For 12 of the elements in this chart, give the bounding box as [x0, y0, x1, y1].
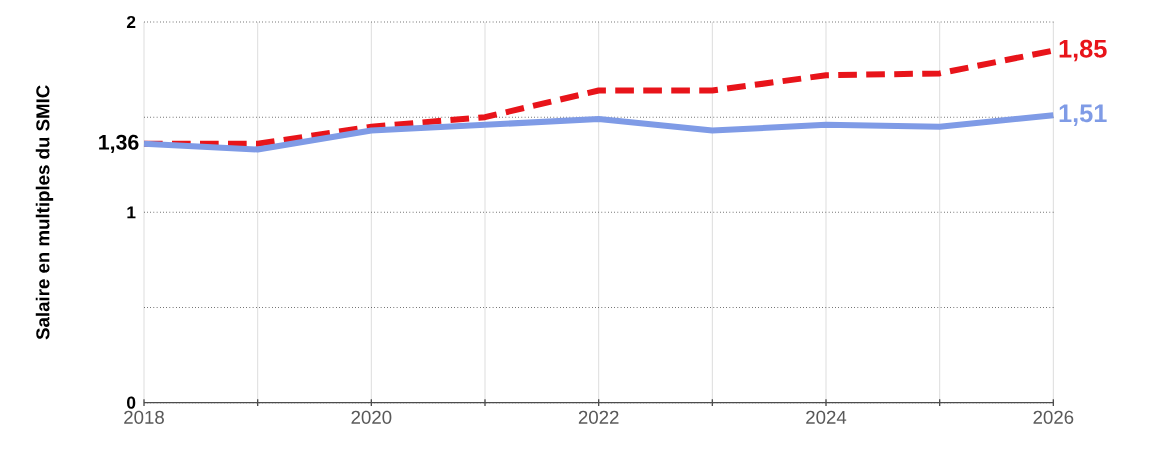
- x-tick-label: 2018: [124, 410, 164, 424]
- y-axis-title: Salaire en multiples du SMIC: [35, 85, 54, 340]
- x-tick-label: 2026: [1033, 410, 1074, 424]
- y-tick-label: 2: [126, 15, 136, 29]
- x-tick-label: 2024: [806, 410, 847, 424]
- y-tick-label: 0: [127, 396, 136, 409]
- y-tick-label: 1: [127, 206, 136, 219]
- data-label: 1,51: [1059, 104, 1107, 126]
- data-label: 1,85: [1059, 39, 1107, 62]
- annotation: 1,36: [99, 134, 139, 153]
- x-tick-label: 2020: [351, 410, 392, 424]
- x-tick-label: 2022: [578, 410, 619, 424]
